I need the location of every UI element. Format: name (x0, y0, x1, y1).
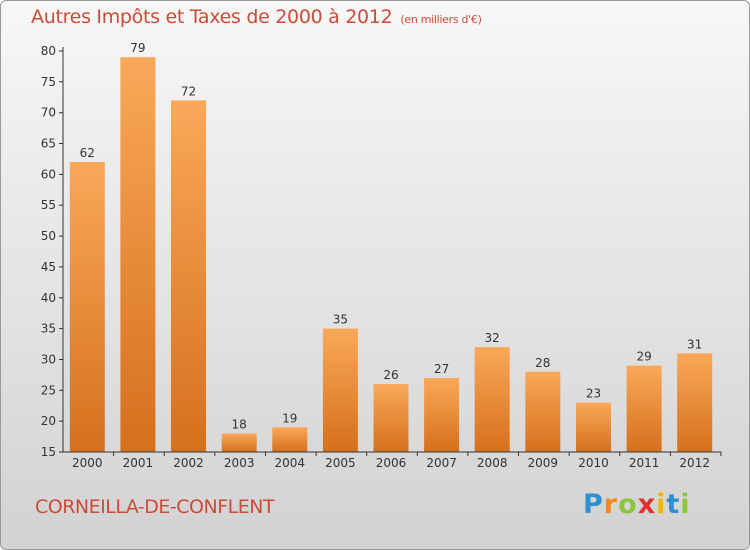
x-tick-label-2010: 2010 (578, 456, 609, 470)
value-label-2010: 23 (586, 387, 601, 401)
y-tick-label-65: 65 (41, 137, 56, 151)
x-tick-label-2011: 2011 (629, 456, 660, 470)
value-label-2000: 62 (80, 146, 95, 160)
logo-letter: i (656, 489, 667, 520)
bar-2003 (221, 433, 257, 452)
y-tick-label-35: 35 (41, 322, 56, 336)
x-tick-label-2006: 2006 (376, 456, 407, 470)
bar-2002 (171, 100, 206, 453)
x-tick-label-2001: 2001 (123, 456, 154, 470)
chart-title: Autres Impôts et Taxes de 2000 à 2012 (en… (31, 6, 482, 28)
x-tick-label-2000: 2000 (72, 456, 103, 470)
value-label-2004: 19 (282, 411, 297, 425)
logo-letter: o (618, 489, 638, 520)
y-tick-label-45: 45 (41, 260, 56, 274)
y-tick-label-70: 70 (41, 106, 56, 120)
value-label-2006: 26 (383, 368, 398, 382)
y-tick-label-40: 40 (41, 291, 56, 305)
y-tick-label-50: 50 (41, 229, 56, 243)
x-tick-label-2002: 2002 (173, 456, 204, 470)
logo-letter: t (666, 489, 681, 520)
y-tick-label-55: 55 (41, 198, 56, 212)
bar-2006 (373, 384, 409, 452)
value-label-2008: 32 (485, 331, 500, 345)
axes-group: 2000 2001 2002 2003 2004 2005 2006 2007 2008 2009… (41, 44, 722, 470)
bar-2012 (677, 353, 713, 452)
x-tick-label-2008: 2008 (477, 456, 508, 470)
x-tick-label-2009: 2009 (528, 456, 559, 470)
bar-2011 (626, 365, 662, 452)
y-tick-label-25: 25 (41, 383, 56, 397)
bar-2009 (525, 371, 561, 452)
x-tick-label-2012: 2012 (679, 456, 710, 470)
value-label-2011: 29 (636, 350, 651, 364)
bar-2001 (120, 57, 156, 452)
value-label-2002: 72 (181, 84, 196, 98)
y-tick-label-80: 80 (41, 44, 56, 58)
bar-2005 (322, 328, 358, 452)
x-tick-label-2004: 2004 (275, 456, 306, 470)
x-tick-label-2005: 2005 (325, 456, 356, 470)
value-label-2003: 18 (232, 418, 247, 432)
logo-letter: r (603, 489, 619, 520)
value-label-2009: 28 (535, 356, 550, 370)
value-label-2012: 31 (687, 337, 702, 351)
bar-2010 (576, 402, 611, 452)
bar-2000 (69, 162, 105, 452)
bars-group: 62 79 72 18 19 35 26 27 32 28 23 29 31 (69, 41, 713, 453)
x-tick-label-2003: 2003 (224, 456, 255, 470)
commune-name: CORNEILLA-DE-CONFLENT (35, 496, 275, 518)
y-tick-label-75: 75 (41, 75, 56, 89)
value-label-2005: 35 (333, 313, 348, 327)
logo-letter: x (637, 489, 657, 520)
logo-letter: i (680, 489, 691, 520)
x-tick-label-2007: 2007 (426, 456, 457, 470)
proxiti-logo: Proxiti (583, 489, 691, 520)
y-tick-label-20: 20 (41, 414, 56, 428)
bar-2004 (272, 427, 308, 452)
chart-title-text: Autres Impôts et Taxes de 2000 à 2012 (31, 6, 393, 28)
logo-letter: P (583, 489, 604, 520)
y-tick-label-60: 60 (41, 167, 56, 181)
bar-2008 (474, 347, 510, 452)
value-label-2007: 27 (434, 362, 449, 376)
bar-2007 (424, 378, 460, 452)
value-label-2001: 79 (130, 41, 145, 55)
y-tick-label-15: 15 (41, 445, 56, 459)
chart-title-unit: (en milliers d'€) (400, 13, 482, 26)
y-tick-label-30: 30 (41, 353, 56, 367)
